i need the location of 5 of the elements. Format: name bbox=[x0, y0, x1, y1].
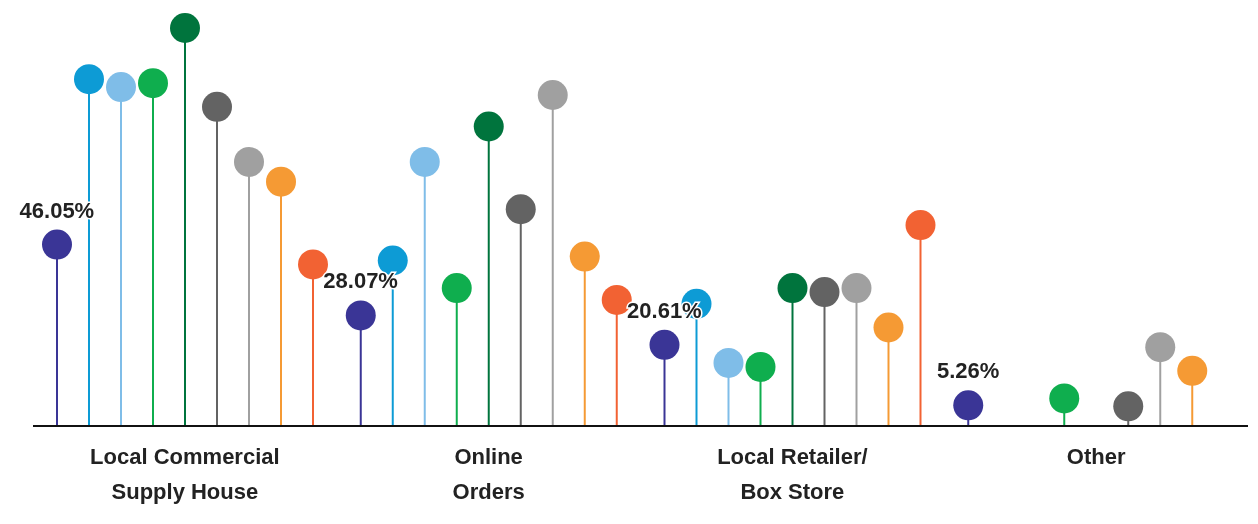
x-tick-label: Local Retailer/ Box Store bbox=[717, 444, 868, 504]
x-tick-label: Online Orders bbox=[452, 444, 525, 504]
x-tick-label: Local Commercial Supply House bbox=[90, 444, 280, 504]
x-tick-label: Other bbox=[1066, 444, 1126, 469]
data-label: 5.26% bbox=[936, 358, 1000, 384]
